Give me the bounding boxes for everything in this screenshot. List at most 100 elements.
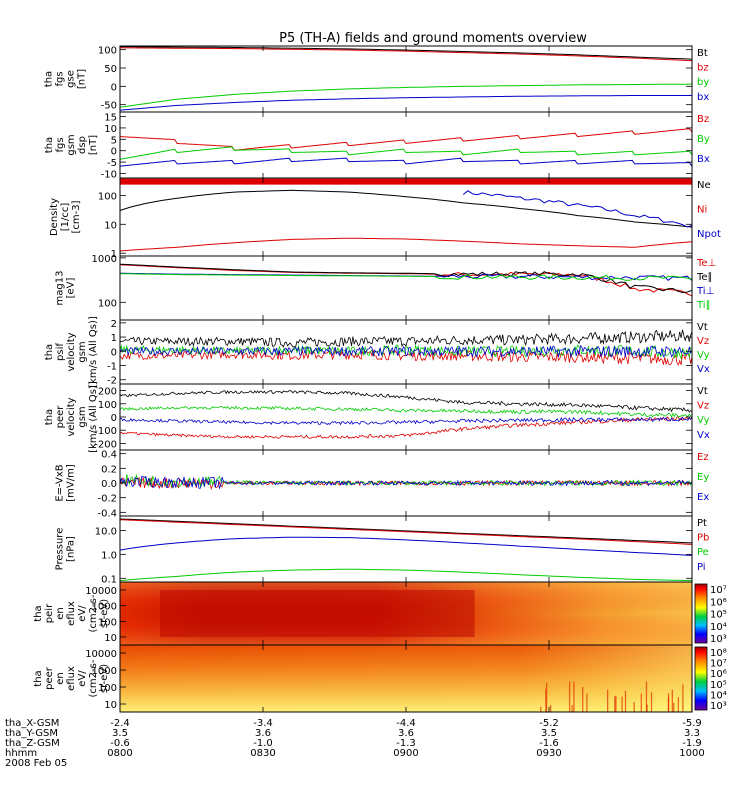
- series-line-Bx: [119, 157, 693, 167]
- y-tick-label: -50: [101, 101, 117, 112]
- legend-bx: bx: [697, 92, 709, 103]
- legend-Vy: Vy: [697, 415, 710, 426]
- x-axis-value: -2.4: [110, 718, 130, 729]
- colorbar-tick-label: 10⁵: [710, 680, 727, 691]
- series-line-Vy: [119, 405, 692, 419]
- colorbar-tick-label: 10⁷: [710, 659, 727, 670]
- y-axis-label: [cm-3]: [71, 200, 82, 233]
- y-axis-label: [mV/m]: [66, 464, 77, 502]
- y-axis-label: [km/s (All Qs)]: [88, 381, 99, 453]
- colorbar-peer_spec: [694, 646, 708, 711]
- y-tick-label: 10: [104, 633, 117, 644]
- y-axis-label: tha: [44, 409, 55, 425]
- spectrogram-streak: [540, 706, 542, 712]
- legend-Vx: Vx: [697, 364, 710, 375]
- spectrogram-streak: [673, 702, 675, 712]
- panel-frame: [119, 255, 693, 321]
- legend-Te∥: Te∥: [696, 272, 713, 283]
- y-axis-label: psif: [55, 343, 66, 361]
- y-axis-label: peir: [44, 603, 55, 623]
- legend-Vz: Vz: [697, 401, 709, 412]
- spectrogram-streak: [573, 681, 575, 712]
- legend-Pi: Pi: [697, 562, 706, 573]
- y-tick-label: 100: [98, 298, 117, 309]
- y-axis-label: sr-eV): [99, 599, 110, 628]
- y-axis-label: velocity: [66, 332, 77, 371]
- legend-Npot: Npot: [697, 229, 721, 240]
- panel-frame: [119, 449, 693, 517]
- y-tick-label: 100: [98, 400, 117, 411]
- spectrogram-streak: [606, 689, 609, 712]
- x-axis-value: -3.4: [253, 718, 273, 729]
- y-axis-label: [nPa]: [66, 536, 77, 562]
- x-axis-value: -1.3: [396, 738, 416, 749]
- x-axis-group: tha_X-GSM -2.4 -3.4 -4.4 -5.2 -5.9 tha_Y-GSM 3.…: [5, 46, 705, 769]
- y-tick-label: 1.0: [101, 550, 117, 561]
- y-tick-label: 50: [104, 64, 117, 75]
- y-tick-label: 100: [98, 683, 117, 694]
- y-tick-label: 0.4: [101, 450, 117, 461]
- legend-Ti⊥: Ti⊥: [696, 286, 714, 297]
- legend-Te⊥: Te⊥: [696, 258, 716, 269]
- y-axis-label: (cm2-s-: [88, 659, 99, 697]
- x-axis-value: 3.3: [684, 728, 700, 739]
- y-tick-label: -2: [107, 376, 117, 387]
- y-axis-label: tha: [44, 344, 55, 360]
- series-line-by: [119, 83, 693, 108]
- x-axis-value: 3.6: [255, 728, 271, 739]
- panel-efield: Ez Ey Ex 0.4 0.2 0.0 -0.2 -0.4 E=-VxB [mV/m]: [55, 449, 709, 519]
- y-tick-label: 100: [98, 191, 117, 202]
- legend-Bx: Bx: [697, 154, 710, 165]
- y-tick-label: -100: [94, 426, 117, 437]
- y-axis-label: sr-eV): [99, 664, 110, 693]
- x-axis-row-label: tha_X-GSM: [5, 718, 59, 729]
- y-axis-label: eV/: [77, 670, 88, 687]
- y-tick-label: 10000: [85, 586, 117, 597]
- series-line-Vt: [119, 329, 693, 348]
- panel-temperature: Te⊥ Te∥ Ti⊥ Ti∥ 1000 100 mag13 [eV]: [55, 254, 716, 321]
- y-tick-label: 200: [98, 387, 117, 398]
- x-axis-value: 0930: [536, 748, 561, 759]
- y-axis-label: [km/s (All Qs)]: [88, 316, 99, 388]
- y-axis-label: eV/: [77, 605, 88, 622]
- y-tick-label: 5: [111, 135, 117, 146]
- y-tick-label: -5: [107, 158, 117, 169]
- legend-Ey: Ey: [697, 472, 709, 483]
- x-axis-value: -1.9: [682, 738, 702, 749]
- y-axis-label: tha: [44, 71, 55, 87]
- legend-Vt: Vt: [697, 322, 708, 333]
- y-axis-label: fgs: [55, 71, 66, 86]
- spectrogram-streak: [621, 696, 623, 712]
- x-axis-row-label: tha_Y-GSM: [5, 728, 58, 739]
- series-line-bz: [119, 47, 693, 62]
- y-axis-label: E=-VxB: [55, 464, 66, 501]
- spectrogram-streak: [545, 688, 547, 712]
- series-line-Vt: [119, 390, 693, 413]
- series-line-Vx: [119, 416, 693, 426]
- legend-Pt: Pt: [697, 518, 707, 529]
- spectrogram-streak: [671, 689, 673, 712]
- legend-Ni: Ni: [697, 204, 707, 215]
- x-axis-value: 0800: [107, 748, 132, 759]
- spectrogram-streak: [645, 681, 648, 712]
- y-tick-label: 0: [111, 82, 117, 93]
- y-axis-label: gsm: [66, 134, 77, 155]
- series-line-Vy: [119, 344, 693, 360]
- colorbar-tick-label: 10⁸: [710, 648, 727, 659]
- y-tick-label: 10: [104, 124, 117, 135]
- series-line-Ex: [119, 475, 693, 490]
- colorbar-tick-label: 10⁵: [710, 610, 727, 621]
- series-line-Ti∥: [119, 273, 693, 281]
- legend-Ex: Ex: [697, 492, 709, 503]
- legend-Ti∥: Ti∥: [696, 300, 711, 311]
- legend-Pb: Pb: [697, 533, 709, 544]
- spectrogram-shade-peer_spec: [120, 645, 692, 712]
- series-line-Vz: [119, 416, 693, 439]
- x-axis-value: -1.0: [253, 738, 273, 749]
- panel-frame: [119, 515, 693, 583]
- series-line-Pb: [119, 519, 693, 545]
- y-axis-label: gsm: [77, 341, 88, 362]
